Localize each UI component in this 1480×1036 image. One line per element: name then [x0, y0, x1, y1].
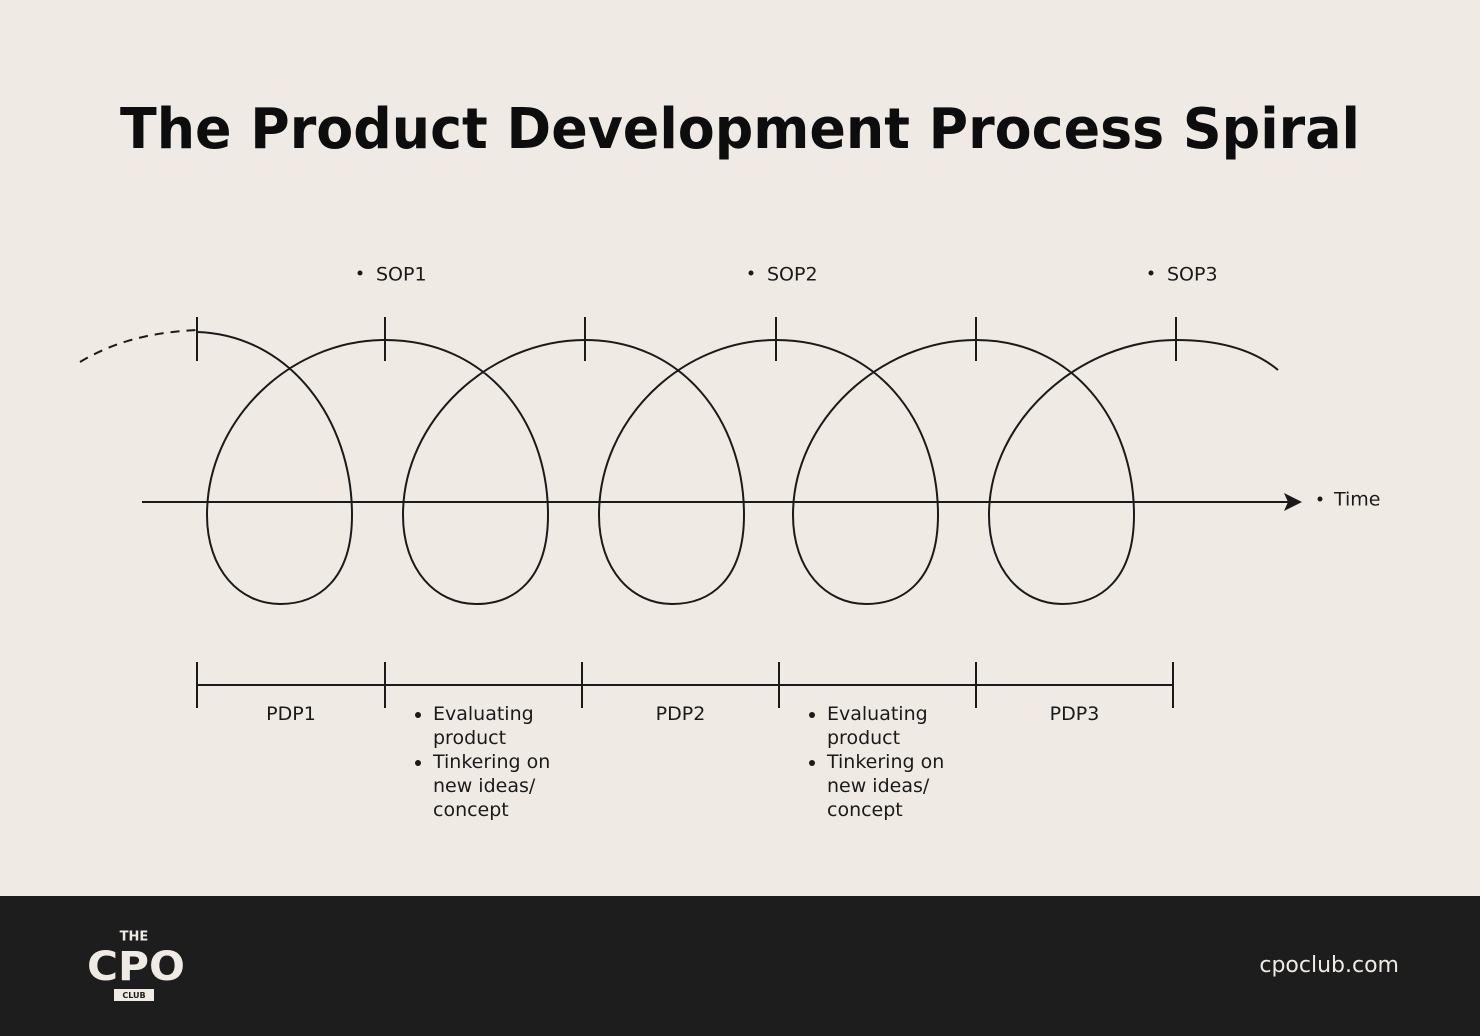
milestone-label: SOP2	[767, 264, 818, 286]
spiral	[196, 317, 1279, 606]
arrow-head	[1284, 493, 1302, 511]
axis-label: Time	[1333, 489, 1381, 511]
url[interactable]: cpoclub.com	[1259, 953, 1399, 978]
logo-box	[114, 989, 154, 1001]
milestone-label: SOP3	[1167, 264, 1218, 286]
bullet	[357, 270, 363, 276]
phase: PDP1	[266, 703, 316, 725]
bullet	[748, 270, 754, 276]
phase-item: Evaluating product	[433, 702, 565, 750]
milestone-label: SOP1	[376, 264, 427, 286]
logo-main: CPO	[87, 944, 185, 990]
logo-bottom: CLUB	[122, 991, 145, 1000]
phase: Evaluating productTinkering on new ideas…	[809, 702, 959, 822]
phase: PDP2	[655, 703, 706, 725]
bullet	[1148, 270, 1154, 276]
phase-item: Tinkering on new ideas/ concept	[827, 750, 959, 822]
dashed-start	[79, 329, 198, 363]
footer	[0, 896, 1480, 1036]
phase-item: Evaluating product	[827, 702, 959, 750]
spiral-path	[196, 331, 1279, 606]
phase-list: Evaluating productTinkering on new ideas…	[809, 702, 959, 822]
bullet	[1317, 496, 1323, 502]
phase: Evaluating productTinkering on new ideas…	[415, 702, 565, 822]
title: The Product Development Process Spiral	[120, 97, 1360, 162]
phase-list: Evaluating productTinkering on new ideas…	[415, 702, 565, 822]
phase: PDP3	[1049, 703, 1100, 725]
logo-top: THE	[120, 930, 149, 945]
phase-item: Tinkering on new ideas/ concept	[433, 750, 565, 822]
